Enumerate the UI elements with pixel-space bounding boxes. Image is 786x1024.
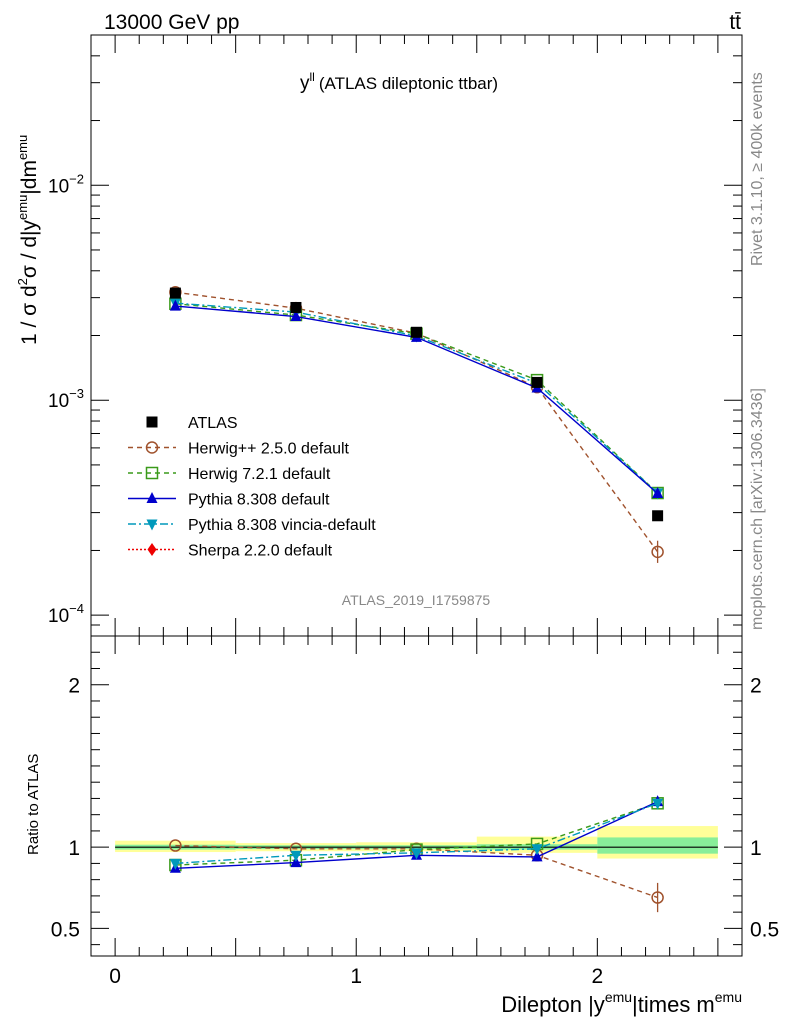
legend-marker: [146, 416, 158, 428]
legend-label: Herwig++ 2.5.0 default: [188, 441, 350, 458]
data-point: [411, 326, 422, 338]
legend-marker: [145, 441, 159, 454]
ratio-data-point: [531, 844, 543, 856]
legend-marker: [146, 519, 158, 531]
y-tick-label-base: 10: [48, 606, 69, 627]
analysis-id: ATLAS_2019_I1759875: [342, 592, 491, 608]
ratio-series-pythia-8-308-vincia-default: [169, 798, 664, 870]
data-point: [652, 487, 664, 499]
legend-label: Pythia 8.308 default: [188, 492, 330, 509]
legend-label: Sherpa 2.2.0 default: [188, 543, 333, 560]
xlabel: Dilepton |yemu|times memu: [501, 989, 742, 1017]
ratio-y-tick-label-right: 2: [750, 675, 762, 698]
legend-label: Pythia 8.308 vincia-default: [188, 517, 376, 534]
legend-label: ATLAS: [188, 415, 238, 432]
legend-entry: Pythia 8.308 default: [128, 492, 330, 509]
legend-entry: Pythia 8.308 vincia-default: [128, 517, 376, 534]
process-label: tt̄: [729, 11, 741, 34]
legend-marker: [145, 466, 159, 480]
ratio-data-point: [652, 798, 664, 810]
plot-title: yll (ATLAS dileptonic ttbar): [300, 70, 498, 94]
y-tick-label-exp: −2: [69, 171, 84, 186]
main-ticks: 10−210−310−4: [48, 34, 742, 637]
main-ylabel: 1 / σ d2σ / d|yemu|dmemu: [15, 135, 41, 345]
legend-marker: [147, 543, 157, 556]
ratio-y-tick-label-right: 0.5: [750, 918, 779, 941]
y-tick-label-base: 10: [48, 391, 69, 412]
ratio-frame: [90, 635, 743, 957]
ratio-y-tick-label: 0.5: [51, 918, 80, 941]
ratio-data-point: [169, 858, 181, 870]
ratio-ticks: 2 2 1 1 0.5 0.5 0 1 2: [51, 636, 779, 988]
data-point: [652, 510, 664, 522]
energy-label: 13000 GeV pp: [104, 11, 239, 34]
main-panel: 10−210−310−4 yll (ATLAS dileptonic ttbar)…: [15, 34, 743, 637]
ratio-ylabel: Ratio to ATLAS: [25, 754, 42, 855]
y-tick-label-base: 10: [48, 176, 69, 197]
legend-marker: [146, 492, 158, 503]
y-tick-label: 10−2: [48, 171, 84, 197]
ratio-data-point: [411, 848, 422, 860]
x-tick-label: 1: [350, 965, 362, 988]
legend-label: Herwig 7.2.1 default: [188, 466, 331, 483]
legend-entry: Herwig++ 2.5.0 default: [128, 441, 350, 458]
ratio-data-point: [531, 850, 543, 862]
data-point: [169, 287, 181, 299]
ratio-y-tick-label-right: 1: [750, 837, 762, 860]
data-point: [651, 545, 664, 559]
y-tick-label: 10−4: [48, 601, 84, 627]
data-point: [169, 299, 181, 311]
ratio-panel: 2 2 1 1 0.5 0.5 0 1 2 Ratio to ATLAS Dilepton |y…: [25, 635, 779, 1017]
ratio-series: [169, 795, 664, 913]
y-tick-label-exp: −4: [69, 601, 84, 616]
y-tick-label-exp: −3: [69, 386, 84, 401]
ratio-series-pythia-8-308-default: [169, 795, 664, 873]
main-series: [169, 285, 664, 563]
series-atlas: [169, 287, 664, 522]
data-point: [290, 310, 302, 322]
data-point: [531, 376, 543, 388]
uncertainty-band-inner: [597, 837, 718, 854]
ratio-y-tick-label: 1: [68, 837, 80, 860]
ratio-y-tick-label: 2: [68, 675, 80, 698]
ratio-data-point: [651, 891, 664, 904]
legend-entry: Herwig 7.2.1 default: [128, 466, 331, 483]
x-tick-label: 2: [591, 965, 603, 988]
legend-entry: ATLAS: [146, 415, 238, 432]
x-tick-label: 0: [109, 965, 121, 988]
ratio-data-point: [169, 839, 182, 852]
ratio-data-point: [290, 850, 302, 862]
rivet-version-label: Rivet 3.1.10, ≥ 400k events: [749, 72, 766, 266]
legend: ATLAS Herwig++ 2.5.0 default Herwig 7.2.1 …: [128, 415, 376, 560]
y-tick-label: 10−3: [48, 386, 84, 412]
legend-entry: Sherpa 2.2.0 default: [128, 543, 333, 560]
ratio-bands: [115, 826, 718, 859]
data-point: [290, 301, 302, 313]
mcplots-label: mcplots.cern.ch [arXiv:1306.3436]: [749, 388, 766, 630]
